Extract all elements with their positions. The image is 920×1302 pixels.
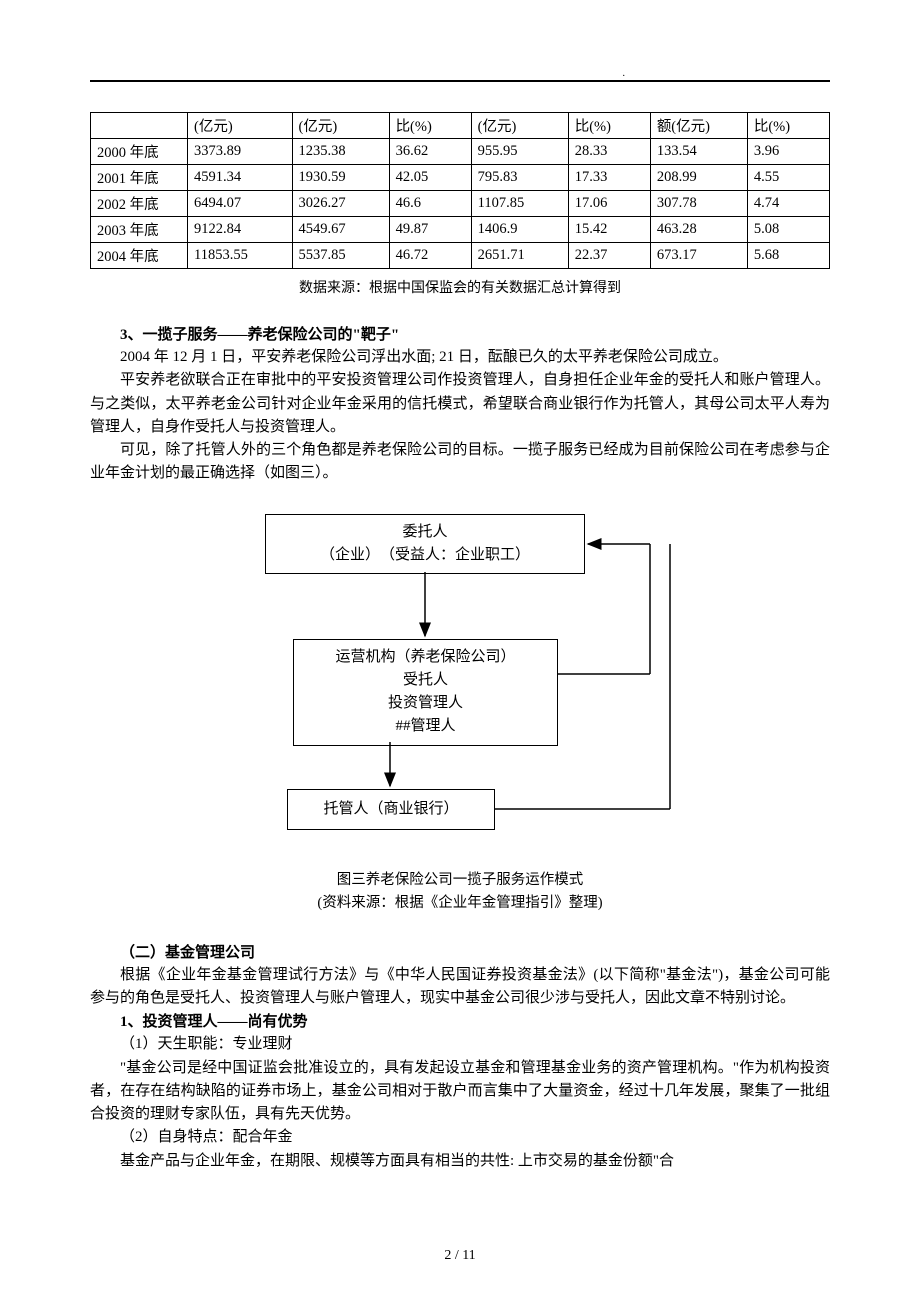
section-3-para-2: 平安养老欲联合正在审批中的平安投资管理公司作投资管理人，自身担任企业年金的受托人…: [90, 369, 830, 439]
table-header-cell: [91, 113, 188, 139]
section-3-para-3: 可见，除了托管人外的三个角色都是养老保险公司的目标。一揽子服务已经成为目前保险公…: [90, 439, 830, 486]
table-cell: 17.33: [568, 165, 650, 191]
box2-line3: 投资管理人: [306, 692, 545, 715]
table-cell: 1107.85: [471, 191, 568, 217]
table-cell: 6494.07: [188, 191, 293, 217]
table-cell: 2651.71: [471, 243, 568, 269]
diagram-box-client: 委托人 （企业） （受益人：企业职工）: [265, 514, 585, 575]
flowchart-diagram: 委托人 （企业） （受益人：企业职工） 运营机构（养老保险公司） 受托人 投资管…: [235, 514, 685, 849]
table-cell: 46.6: [389, 191, 471, 217]
table-cell: 49.87: [389, 217, 471, 243]
table-header-cell: 比(%): [568, 113, 650, 139]
table-cell: 42.05: [389, 165, 471, 191]
top-border-line: [90, 80, 830, 82]
table-cell: 9122.84: [188, 217, 293, 243]
table-cell: 2003 年底: [91, 217, 188, 243]
section-b1-item2-para: 基金产品与企业年金，在期限、规模等方面具有相当的共性: 上市交易的基金份额"合: [90, 1150, 830, 1173]
table-source-note: 数据来源：根据中国保监会的有关数据汇总计算得到: [90, 277, 830, 297]
section-b1-item1-para: "基金公司是经中国证监会批准设立的，具有发起设立基金和管理基金业务的资产管理机构…: [90, 1057, 830, 1127]
box1-line1: 委托人: [278, 521, 572, 544]
table-header-cell: 额(亿元): [650, 113, 747, 139]
box2-line4: ##管理人: [306, 715, 545, 738]
diagram-box-operator: 运营机构（养老保险公司） 受托人 投资管理人 ##管理人: [293, 639, 558, 746]
table-cell: 955.95: [471, 139, 568, 165]
section-b-heading: （二）基金管理公司: [90, 941, 830, 962]
table-cell: 2000 年底: [91, 139, 188, 165]
table-cell: 17.06: [568, 191, 650, 217]
table-cell: 673.17: [650, 243, 747, 269]
diagram-caption: 图三养老保险公司一揽子服务运作模式 (资料来源：根据《企业年金管理指引》整理): [90, 869, 830, 915]
section-b-para-1: 根据《企业年金基金管理试行方法》与《中华人民国证券投资基金法》(以下简称"基金法…: [90, 964, 830, 1011]
table-cell: 5.08: [747, 217, 829, 243]
table-cell: 2002 年底: [91, 191, 188, 217]
table-cell: 36.62: [389, 139, 471, 165]
diagram-caption-1: 图三养老保险公司一揽子服务运作模式: [90, 869, 830, 892]
table-cell: 1930.59: [292, 165, 389, 191]
table-cell: 4.55: [747, 165, 829, 191]
table-header-cell: (亿元): [292, 113, 389, 139]
diagram-caption-2: (资料来源：根据《企业年金管理指引》整理): [90, 892, 830, 915]
box2-line1: 运营机构（养老保险公司）: [306, 646, 545, 669]
section-b1-item1-title: （1）天生职能：专业理财: [90, 1033, 830, 1056]
table-row: 2004 年底11853.555537.8546.722651.7122.376…: [91, 243, 830, 269]
table-cell: 46.72: [389, 243, 471, 269]
header-dot: .: [623, 68, 626, 79]
section-3-heading: 3、一揽子服务——养老保险公司的"靶子": [90, 323, 830, 344]
table-cell: 5.68: [747, 243, 829, 269]
table-cell: 1235.38: [292, 139, 389, 165]
table-cell: 11853.55: [188, 243, 293, 269]
table-cell: 463.28: [650, 217, 747, 243]
table-cell: 208.99: [650, 165, 747, 191]
box1-line2: （企业） （受益人：企业职工）: [278, 544, 572, 567]
table-cell: 22.37: [568, 243, 650, 269]
table-cell: 1406.9: [471, 217, 568, 243]
section-b1-heading: 1、投资管理人——尚有优势: [90, 1010, 830, 1031]
table-cell: 5537.85: [292, 243, 389, 269]
table-cell: 15.42: [568, 217, 650, 243]
table-header-cell: 比(%): [747, 113, 829, 139]
box2-line2: 受托人: [306, 669, 545, 692]
page-footer: 2 / 11: [0, 1248, 920, 1264]
diagram-box-custodian: 托管人（商业银行）: [287, 789, 495, 830]
section-3-para-1: 2004 年 12 月 1 日，平安养老保险公司浮出水面; 21 日，酝酿已久的…: [90, 346, 830, 369]
table-cell: 795.83: [471, 165, 568, 191]
table-cell: 28.33: [568, 139, 650, 165]
table-cell: 2004 年底: [91, 243, 188, 269]
table-header-cell: (亿元): [188, 113, 293, 139]
table-cell: 3.96: [747, 139, 829, 165]
table-cell: 4591.34: [188, 165, 293, 191]
table-header-cell: 比(%): [389, 113, 471, 139]
table-cell: 3373.89: [188, 139, 293, 165]
table-cell: 4.74: [747, 191, 829, 217]
table-cell: 307.78: [650, 191, 747, 217]
table-cell: 2001 年底: [91, 165, 188, 191]
box3-line1: 托管人（商业银行）: [300, 798, 482, 821]
table-row: 2003 年底9122.844549.6749.871406.915.42463…: [91, 217, 830, 243]
data-table: (亿元)(亿元)比(%)(亿元)比(%)额(亿元)比(%)2000 年底3373…: [90, 112, 830, 269]
table-cell: 4549.67: [292, 217, 389, 243]
table-cell: 133.54: [650, 139, 747, 165]
table-row: 2000 年底3373.891235.3836.62955.9528.33133…: [91, 139, 830, 165]
section-b1-item2-title: （2）自身特点：配合年金: [90, 1126, 830, 1149]
table-cell: 3026.27: [292, 191, 389, 217]
table-row: 2002 年底6494.073026.2746.61107.8517.06307…: [91, 191, 830, 217]
table-row: 2001 年底4591.341930.5942.05795.8317.33208…: [91, 165, 830, 191]
table-header-cell: (亿元): [471, 113, 568, 139]
